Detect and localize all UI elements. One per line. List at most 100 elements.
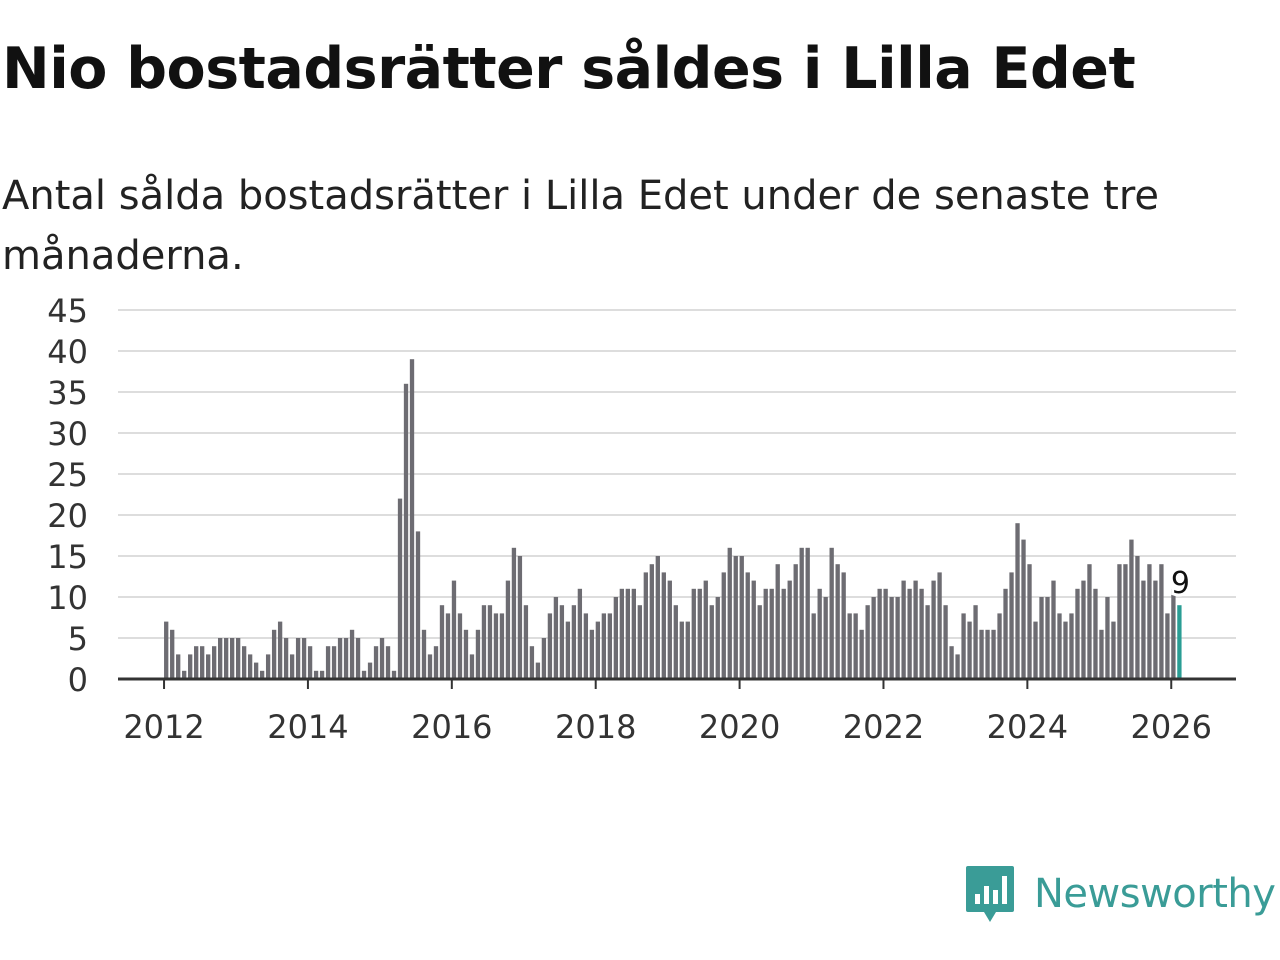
bar-139 xyxy=(991,629,996,679)
bar-22 xyxy=(289,654,295,679)
bar-116 xyxy=(853,613,858,679)
bar-32 xyxy=(349,629,355,679)
bar-7 xyxy=(200,646,205,679)
bar-45 xyxy=(427,654,433,679)
bar-35 xyxy=(367,662,373,679)
bar-51 xyxy=(463,629,469,679)
bar-14 xyxy=(241,646,247,679)
bar-53 xyxy=(475,629,481,679)
bar-31 xyxy=(343,638,349,679)
bar-15 xyxy=(247,654,253,679)
bar-85 xyxy=(667,580,672,679)
bar-16 xyxy=(253,662,259,679)
x-tick-label-2018: 2018 xyxy=(555,708,636,746)
bar-44 xyxy=(421,629,427,679)
bar-154 xyxy=(1081,580,1086,679)
bar-52 xyxy=(469,654,475,679)
bar-43 xyxy=(415,531,421,679)
grid-lines xyxy=(118,309,1236,639)
bar-84 xyxy=(661,572,666,679)
bar-60 xyxy=(517,556,523,679)
bar-58 xyxy=(505,580,511,679)
bar-50 xyxy=(457,613,463,679)
bar-47 xyxy=(439,605,445,679)
bar-140 xyxy=(997,613,1002,679)
bar-122 xyxy=(889,597,894,679)
bar-159 xyxy=(1111,621,1116,679)
bar-40 xyxy=(397,498,403,679)
bar-13 xyxy=(235,638,241,679)
bar-70 xyxy=(577,588,583,679)
bar-77 xyxy=(619,588,625,679)
x-tick-label-2020: 2020 xyxy=(699,708,780,746)
bar-153 xyxy=(1075,588,1080,679)
bar-12 xyxy=(229,638,235,679)
bar-6 xyxy=(194,646,199,679)
bar-2 xyxy=(170,629,175,679)
bar-146 xyxy=(1033,621,1038,679)
bar-91 xyxy=(703,580,708,679)
y-tick-label-20: 20 xyxy=(47,497,88,535)
bar-63 xyxy=(535,662,541,679)
bar-168 xyxy=(1165,613,1170,679)
bar-170 xyxy=(1177,605,1182,679)
bar-17 xyxy=(259,670,265,679)
bar-103 xyxy=(775,564,780,679)
bar-71 xyxy=(583,613,589,679)
bar-110 xyxy=(817,588,822,679)
bar-134 xyxy=(961,613,966,679)
y-tick-label-45: 45 xyxy=(47,292,88,330)
bar-8 xyxy=(206,654,211,679)
bar-158 xyxy=(1105,597,1110,679)
bar-21 xyxy=(283,638,289,679)
bar-18 xyxy=(265,654,271,679)
y-tick-label-30: 30 xyxy=(47,415,88,453)
bar-39 xyxy=(391,670,397,679)
bar-161 xyxy=(1123,564,1128,679)
y-tick-label-25: 25 xyxy=(47,456,88,494)
bar-25 xyxy=(307,646,313,679)
bar-59 xyxy=(511,547,517,679)
bar-4 xyxy=(182,670,187,679)
x-tick-label-2014: 2014 xyxy=(267,708,348,746)
bar-46 xyxy=(433,646,439,679)
bar-36 xyxy=(373,646,379,679)
bar-9 xyxy=(212,646,217,679)
y-tick-label-40: 40 xyxy=(47,333,88,371)
bar-83 xyxy=(655,556,660,679)
bar-101 xyxy=(763,588,768,679)
bar-148 xyxy=(1045,597,1050,679)
bar-119 xyxy=(871,597,876,679)
bar-142 xyxy=(1009,572,1014,679)
bar-68 xyxy=(565,621,571,679)
bar-89 xyxy=(691,588,696,679)
x-tick-label-2022: 2022 xyxy=(843,708,924,746)
bar-64 xyxy=(541,638,547,679)
bar-167 xyxy=(1159,564,1164,679)
bar-162 xyxy=(1129,539,1134,679)
bar-166 xyxy=(1153,580,1158,679)
bar-20 xyxy=(277,621,283,679)
chart-title: Nio bostadsrätter såldes i Lilla Edet xyxy=(2,36,1136,102)
bar-33 xyxy=(355,638,361,679)
bar-169 xyxy=(1171,588,1176,679)
bar-69 xyxy=(571,605,577,679)
bar-42 xyxy=(409,359,415,679)
bar-149 xyxy=(1051,580,1056,679)
bar-61 xyxy=(523,605,529,679)
y-tick-label-35: 35 xyxy=(47,374,88,412)
bar-157 xyxy=(1099,629,1104,679)
bar-73 xyxy=(595,621,601,679)
bar-138 xyxy=(985,629,990,679)
newsworthy-logo-icon xyxy=(966,866,1014,922)
bar-120 xyxy=(877,588,882,679)
bar-78 xyxy=(625,588,630,679)
x-tick-label-2012: 2012 xyxy=(123,708,204,746)
bar-118 xyxy=(865,605,870,679)
bar-117 xyxy=(859,629,864,679)
bar-106 xyxy=(793,564,798,679)
bar-126 xyxy=(913,580,918,679)
bar-57 xyxy=(499,613,505,679)
bar-113 xyxy=(835,564,840,679)
